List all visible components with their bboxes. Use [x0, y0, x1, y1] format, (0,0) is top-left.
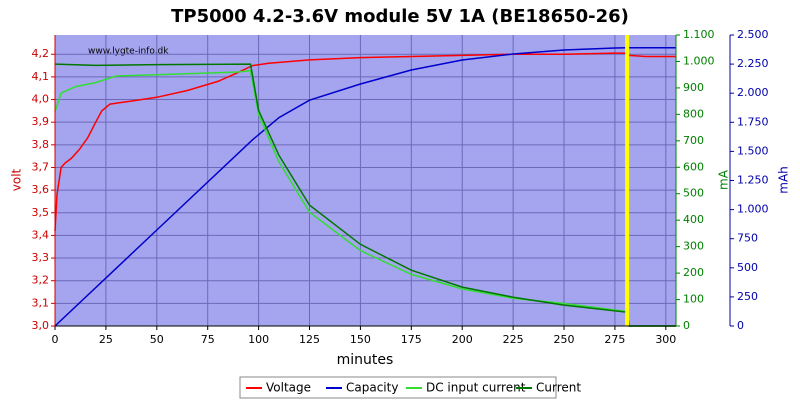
y2-tick-label: 100	[683, 293, 704, 306]
y3-tick-label: 0	[737, 319, 744, 332]
y3-tick-label: 1.000	[737, 203, 769, 216]
x-tick-label: 275	[604, 333, 625, 346]
y-tick-label: 4,2	[32, 47, 50, 60]
x-tick-label: 250	[554, 333, 575, 346]
y-tick-label: 3,0	[32, 319, 50, 332]
y-tick-label: 3,6	[32, 183, 50, 196]
x-tick-label: 50	[150, 333, 164, 346]
x-axis-label: minutes	[337, 352, 394, 368]
legend-label: Capacity	[346, 381, 398, 395]
y3-tick-label: 1.750	[737, 115, 769, 128]
watermark: www.lygte-info.dk	[88, 47, 169, 57]
legend-label: Current	[536, 381, 581, 395]
y-tick-label: 4,0	[32, 93, 50, 106]
legend-label: Voltage	[266, 381, 311, 395]
x-tick-label: 75	[201, 333, 215, 346]
legend-label: DC input current	[426, 381, 526, 395]
y2-axis-label: mA	[717, 169, 731, 190]
x-tick-label: 175	[401, 333, 422, 346]
y-axis-label: volt	[10, 168, 24, 191]
series-line	[54, 47, 676, 327]
y3-tick-label: 2.250	[737, 57, 769, 70]
axes: 0 25 50 75 100 125 150 175 200 225 250 275 300 3,0 3,1…	[32, 28, 769, 346]
x-tick-label: 0	[52, 333, 59, 346]
y3-tick-label: 500	[737, 261, 758, 274]
x-tick-label: 300	[655, 333, 676, 346]
y2-tick-label: 600	[683, 160, 704, 173]
y3-tick-label: 2.000	[737, 86, 769, 99]
y2-tick-label: 700	[683, 134, 704, 147]
y2-tick-label: 200	[683, 266, 704, 279]
y-tick-label: 3,5	[32, 206, 50, 219]
y3-tick-label: 1.250	[737, 174, 769, 187]
y-tick-label: 3,2	[32, 274, 50, 287]
y-tick-label: 4,1	[32, 70, 50, 83]
y-tick-label: 3,7	[32, 160, 50, 173]
legend	[239, 376, 557, 399]
x-tick-label: 25	[99, 333, 113, 346]
y3-tick-label: 250	[737, 290, 758, 303]
y3-tick-label: 1.500	[737, 144, 769, 157]
series-line	[54, 69, 676, 327]
lines	[54, 35, 676, 327]
y2-tick-label: 400	[683, 213, 704, 226]
y3-tick-label: 750	[737, 232, 758, 245]
x-tick-label: 225	[503, 333, 524, 346]
y3-tick-label: 2.500	[737, 28, 769, 41]
x-tick-label: 200	[452, 333, 473, 346]
chart-title: TP5000 4.2-3.6V module 5V 1A (BE18650-26…	[171, 6, 629, 27]
x-tick-label: 150	[350, 333, 371, 346]
series-line	[54, 52, 676, 231]
y-tick-label: 3,9	[32, 115, 50, 128]
x-tick-label: 125	[299, 333, 320, 346]
y-tick-label: 3,4	[32, 228, 50, 241]
y2-tick-label: 800	[683, 107, 704, 120]
y-tick-label: 3,8	[32, 138, 50, 151]
plot-area	[55, 35, 676, 326]
y2-tick-label: 1.000	[683, 54, 715, 67]
y2-tick-label: 0	[683, 319, 690, 332]
y-tick-label: 3,1	[32, 296, 50, 309]
y-tick-label: 3,3	[32, 251, 50, 264]
y2-tick-label: 500	[683, 187, 704, 200]
y3-axis-label: mAh	[777, 166, 791, 194]
x-tick-label: 100	[248, 333, 269, 346]
y2-tick-label: 900	[683, 81, 704, 94]
y2-tick-label: 1.100	[683, 28, 715, 41]
y2-tick-label: 300	[683, 240, 704, 253]
